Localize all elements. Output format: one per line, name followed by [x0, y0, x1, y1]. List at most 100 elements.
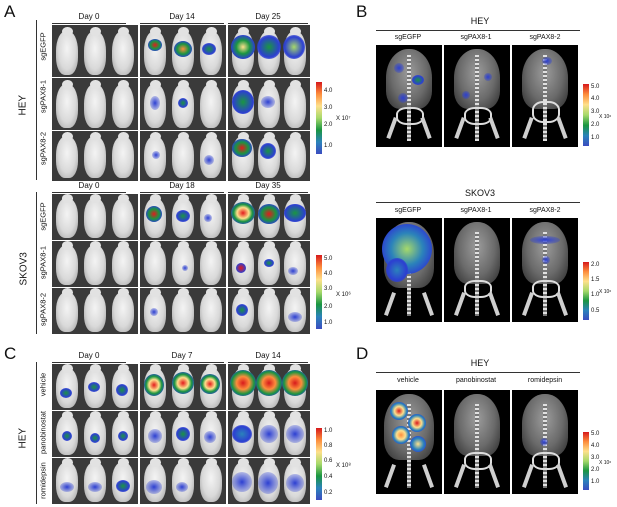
- imaging-tile: [140, 458, 226, 504]
- colorbar-unit: X 10⁶: [599, 289, 612, 295]
- group-label: HEY: [17, 94, 29, 116]
- colorbar-tick: 4.0: [324, 271, 333, 277]
- colorbar: [316, 255, 322, 329]
- colorbar-tick: 0.2: [324, 490, 333, 496]
- imaging-tile: [228, 458, 310, 504]
- column-label: vehicle: [397, 377, 419, 384]
- header-underline: [228, 362, 308, 363]
- colorbar-tick: 2.0: [591, 122, 600, 128]
- ct-image: [376, 218, 442, 322]
- group-bracket: [36, 362, 37, 504]
- ct-image: [376, 45, 442, 147]
- column-label: romidepsin: [527, 377, 563, 384]
- colorbar-tick: 2.0: [591, 262, 600, 268]
- imaging-tile: [52, 194, 138, 240]
- ct-image: [444, 218, 510, 322]
- colorbar-unit: X 10⁸: [336, 463, 351, 469]
- title-underline: [376, 30, 580, 31]
- header-underline: [52, 362, 126, 363]
- ct-image: [444, 45, 510, 147]
- row-label: panobinostat: [38, 411, 48, 454]
- group-bracket: [36, 192, 37, 334]
- column-label: sgPAX8-2: [529, 34, 561, 41]
- imaging-tile: [140, 411, 226, 457]
- column-label: sgPAX8-1: [460, 34, 492, 41]
- column-label: sgPAX8-1: [460, 207, 492, 214]
- colorbar-tick: 2.0: [324, 304, 333, 310]
- day-header: Day 7: [171, 351, 193, 360]
- colorbar-tick: 4.0: [324, 88, 333, 94]
- day-header: Day 0: [78, 12, 100, 21]
- imaging-tile: [228, 78, 310, 130]
- colorbar-tick: 4.0: [591, 96, 600, 102]
- ct-image: [376, 390, 442, 494]
- panel-letter-b: B: [356, 2, 368, 21]
- colorbar-tick: 1.0: [591, 292, 600, 298]
- column-label: panobinostat: [455, 377, 497, 384]
- imaging-tile: [52, 241, 138, 287]
- colorbar-tick: 1.0: [591, 135, 600, 141]
- header-underline: [140, 23, 224, 24]
- panel-letter-d: D: [356, 344, 369, 363]
- imaging-tile: [140, 25, 226, 77]
- colorbar-tick: 1.0: [324, 428, 333, 434]
- imaging-tile: [228, 288, 310, 334]
- imaging-tile: [52, 131, 138, 181]
- row-label: romidepsin: [38, 462, 48, 499]
- colorbar-tick: 4.0: [591, 443, 600, 449]
- colorbar-tick: 3.0: [591, 109, 600, 115]
- header-underline: [228, 23, 308, 24]
- imaging-tile: [140, 131, 226, 181]
- group-bracket: [36, 20, 37, 180]
- colorbar-unit: X 10⁶: [336, 292, 351, 298]
- imaging-tile: [52, 78, 138, 130]
- colorbar: [316, 428, 322, 500]
- day-header: Day 35: [255, 181, 281, 190]
- group-label: HEY: [17, 427, 29, 449]
- day-header: Day 14: [169, 12, 195, 21]
- panel-letter-c: C: [4, 344, 17, 363]
- header-underline: [52, 192, 126, 193]
- column-label: sgEGFP: [394, 207, 422, 214]
- panel-title: HEY: [470, 16, 490, 26]
- ct-image: [512, 45, 578, 147]
- row-label: sgEGFP: [38, 202, 48, 231]
- imaging-tile: [140, 288, 226, 334]
- colorbar-tick: 3.0: [324, 105, 333, 111]
- imaging-tile: [52, 411, 138, 457]
- colorbar-tick: 2.0: [324, 122, 333, 128]
- header-underline: [228, 192, 308, 193]
- imaging-tile: [228, 364, 310, 410]
- imaging-tile: [228, 194, 310, 240]
- colorbar-tick: 3.0: [324, 286, 333, 292]
- colorbar: [316, 82, 322, 154]
- colorbar-tick: 3.0: [591, 455, 600, 461]
- day-header: Day 0: [78, 181, 100, 190]
- row-label: sgEGFP: [38, 32, 48, 61]
- imaging-tile: [52, 364, 138, 410]
- imaging-tile: [228, 241, 310, 287]
- colorbar: [583, 84, 589, 146]
- row-label: vehicle: [38, 372, 48, 397]
- imaging-tile: [140, 194, 226, 240]
- colorbar-tick: 0.4: [324, 474, 333, 480]
- ct-image: [512, 218, 578, 322]
- colorbar-tick: 0.6: [324, 458, 333, 464]
- colorbar-unit: X 10⁶: [599, 460, 612, 466]
- imaging-tile: [228, 25, 310, 77]
- row-label: sgPAX8-1: [38, 79, 48, 114]
- column-label: sgEGFP: [394, 34, 422, 41]
- colorbar-tick: 0.8: [324, 443, 333, 449]
- header-underline: [140, 192, 224, 193]
- header-underline: [140, 362, 224, 363]
- colorbar-tick: 2.0: [591, 467, 600, 473]
- colorbar-tick: 1.5: [591, 277, 600, 283]
- panel-title: SKOV3: [464, 188, 495, 198]
- panel-letter-a: A: [4, 2, 16, 21]
- colorbar-tick: 0.5: [591, 308, 600, 314]
- day-header: Day 14: [255, 351, 281, 360]
- title-underline: [376, 202, 580, 203]
- header-underline: [52, 23, 126, 24]
- colorbar-tick: 5.0: [591, 431, 600, 437]
- imaging-tile: [140, 364, 226, 410]
